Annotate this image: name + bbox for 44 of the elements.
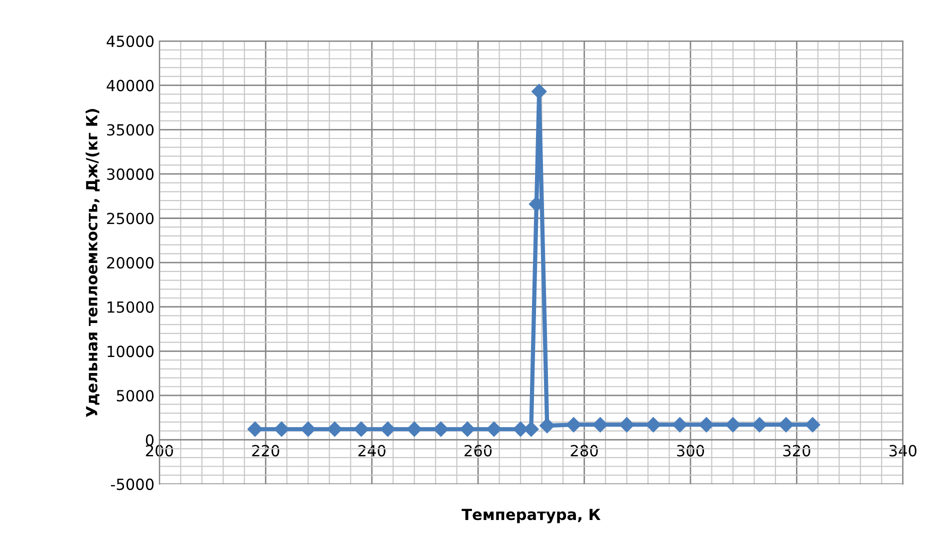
point: [247, 422, 263, 437]
y-tick-label: 30000: [107, 168, 154, 180]
x-tick-label: 340: [889, 444, 916, 456]
point: [486, 422, 502, 437]
point: [274, 422, 290, 437]
point: [752, 417, 768, 432]
point: [524, 422, 539, 437]
point: [460, 422, 476, 437]
point: [566, 417, 582, 432]
x-tick-label: 260: [464, 444, 492, 456]
y-tick-label: 15000: [108, 301, 154, 313]
point: [300, 422, 316, 437]
point: [433, 422, 448, 437]
y-tick-label: 35000: [107, 124, 154, 136]
point: [619, 417, 634, 432]
point: [592, 417, 608, 432]
point: [406, 422, 422, 437]
point: [672, 417, 688, 432]
point: [327, 422, 342, 437]
x-tick-label: 280: [570, 444, 598, 456]
point: [354, 422, 369, 437]
y-tick-label: 40000: [106, 80, 154, 92]
x-tick-label: 320: [783, 444, 810, 456]
point: [540, 418, 555, 434]
y-tick-label: 20000: [107, 257, 154, 269]
y-tick-label: -5000: [110, 478, 154, 490]
x-tick-label: 300: [677, 444, 704, 456]
point: [698, 417, 714, 432]
y-tick-label: 10000: [108, 346, 154, 358]
point: [805, 417, 820, 432]
x-axis-title: Температура, К: [462, 508, 600, 524]
y-tick-label: 0: [146, 434, 154, 446]
point: [646, 417, 661, 432]
point: [532, 84, 547, 100]
x-tick-label: 220: [252, 444, 280, 456]
point: [778, 417, 794, 432]
point: [725, 417, 741, 432]
x-tick-label: 240: [358, 444, 386, 456]
y-tick-label: 5000: [116, 390, 154, 402]
y-tick-label: 25000: [107, 212, 154, 224]
y-axis-title: Удельная теплоемкость, Дж/(кг К): [86, 109, 100, 417]
point: [528, 196, 544, 212]
point: [380, 422, 396, 437]
y-tick-label: 45000: [106, 35, 154, 48]
